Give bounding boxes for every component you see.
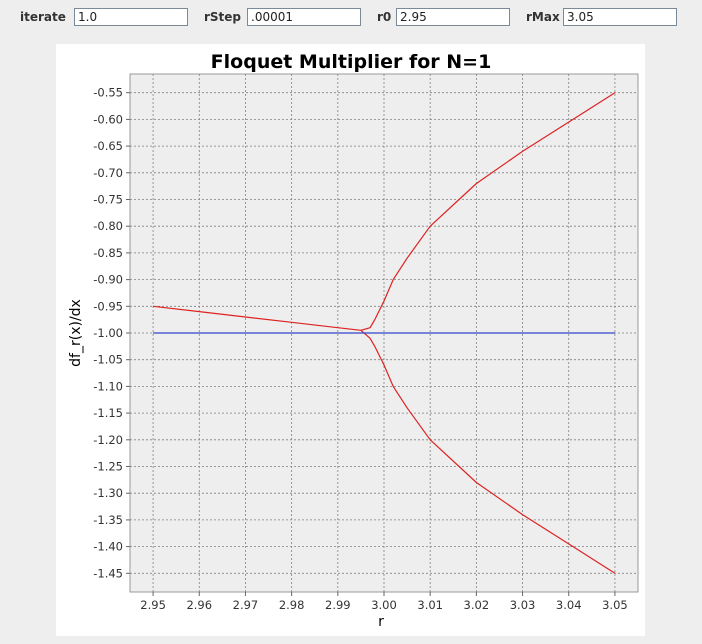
y-tick-label: -1.00 [93, 326, 123, 340]
y-tick-label: -1.40 [93, 540, 123, 554]
x-tick-label: 3.03 [510, 598, 536, 612]
r0-label: r0 [377, 10, 392, 24]
y-tick-label: -0.65 [93, 139, 123, 153]
chart-panel: Floquet Multiplier for N=1 2.95 2.96 2.97 2… [56, 44, 645, 636]
rmax-label: rMax [526, 10, 560, 24]
upper-branch-line [153, 92, 616, 331]
y-tick-label: -1.15 [93, 406, 123, 420]
y-tick-label: -0.55 [93, 86, 123, 100]
y-axis-label: df_r(x)/dx [68, 299, 84, 367]
axes: 2.95 2.96 2.97 2.98 2.99 3.00 3.01 3.02 3.03 3.04… [93, 86, 627, 612]
rstep-label: rStep [204, 10, 242, 24]
y-tick-label: -1.20 [93, 433, 123, 447]
x-tick-label: 2.95 [140, 598, 166, 612]
x-tick-label: 2.99 [325, 598, 351, 612]
r0-input[interactable] [396, 8, 510, 26]
control-toolbar: iterate rStep r0 rMax [0, 0, 702, 34]
y-tick-label: -0.75 [93, 192, 123, 206]
x-tick-label: 2.97 [233, 598, 259, 612]
y-tick-label: -0.90 [93, 273, 123, 287]
y-tick-label: -1.25 [93, 460, 123, 474]
x-tick-label: 2.98 [279, 598, 305, 612]
iterate-label: iterate [20, 10, 66, 24]
x-tick-label: 2.96 [186, 598, 212, 612]
y-tick-label: -0.60 [93, 112, 123, 126]
x-axis-label: r [378, 614, 384, 630]
y-tick-label: -0.70 [93, 166, 123, 180]
y-tick-label: -1.05 [93, 353, 123, 367]
y-tick-label: -1.45 [93, 566, 123, 580]
chart-title: Floquet Multiplier for N=1 [211, 51, 492, 73]
lower-branch-line [360, 329, 616, 574]
floquet-chart: Floquet Multiplier for N=1 2.95 2.96 2.97 2… [68, 51, 639, 630]
rmax-input[interactable] [563, 8, 677, 26]
y-tick-label: -1.10 [93, 379, 123, 393]
iterate-input[interactable] [74, 8, 188, 26]
x-tick-label: 3.01 [417, 598, 443, 612]
y-tick-label: -0.85 [93, 246, 123, 260]
rstep-input[interactable] [247, 8, 361, 26]
x-tick-label: 3.00 [371, 598, 397, 612]
x-tick-label: 3.04 [556, 598, 582, 612]
series-layer [153, 92, 616, 574]
y-tick-label: -0.80 [93, 219, 123, 233]
x-tick-label: 3.05 [602, 598, 628, 612]
y-tick-label: -1.35 [93, 513, 123, 527]
y-tick-label: -1.30 [93, 486, 123, 500]
grid-lines [130, 74, 638, 592]
y-tick-label: -0.95 [93, 299, 123, 313]
x-tick-label: 3.02 [464, 598, 490, 612]
